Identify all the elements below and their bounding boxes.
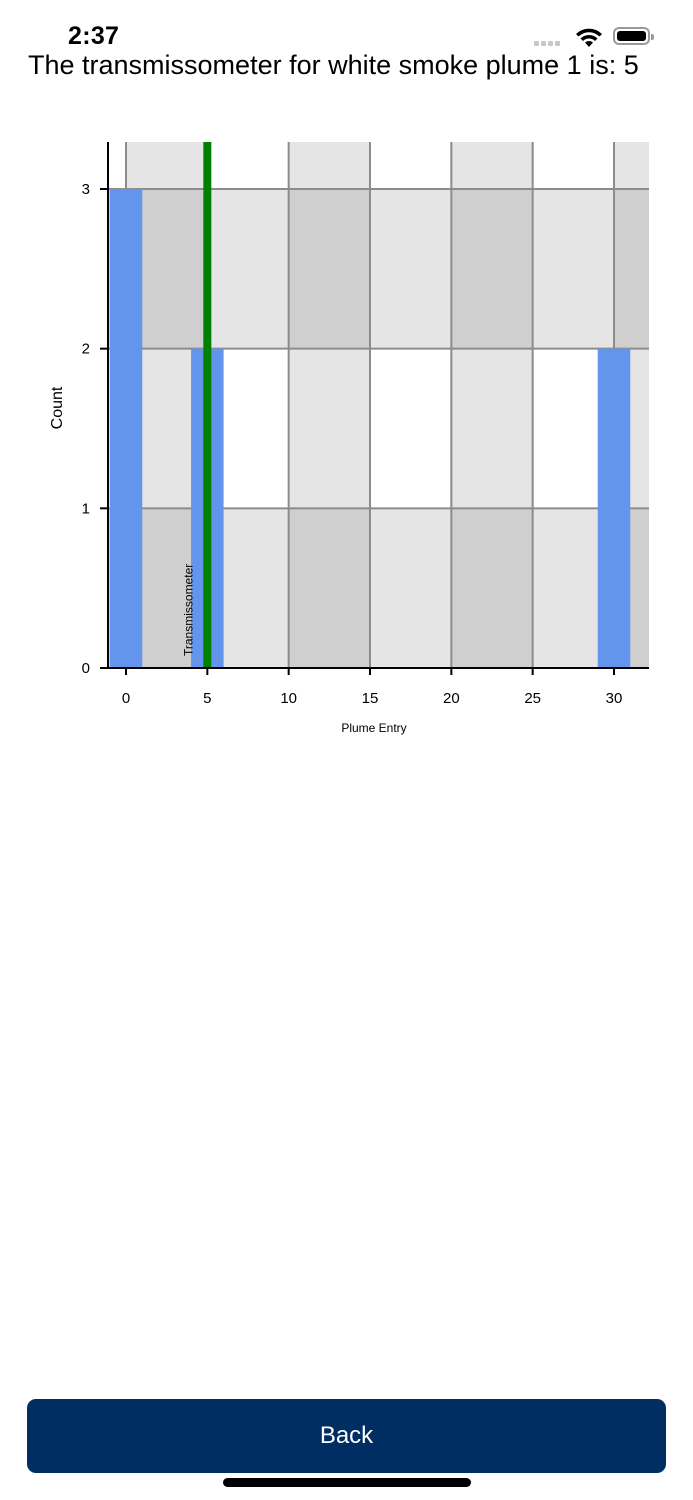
y-axis-label: Count [49,386,66,429]
grid-cell [451,508,533,668]
transmissometer-line [203,142,212,668]
grid-cell [207,142,289,189]
histogram-chart: Transmissometer 0 5 10 15 20 25 30 0 1 2 3 Plume Ent… [49,142,649,735]
page-title: The transmissometer for white smoke plum… [28,50,639,80]
x-tick-label: 5 [203,690,211,707]
home-indicator [223,1478,471,1487]
x-tick-label: 25 [524,690,541,707]
grid-cell [288,142,370,189]
y-tick-label: 2 [82,341,90,358]
y-tick-label: 0 [82,660,90,677]
wifi-icon [576,28,602,47]
grid-cell [288,508,370,668]
histogram-bar [597,348,631,668]
grid-cell [370,189,452,349]
chart-canvas: Transmissometer 0 5 10 15 20 25 30 0 1 2 3 Plume Ent… [49,142,649,735]
battery-icon [613,27,654,45]
grid-cell [288,189,370,349]
grid-cell [614,142,649,189]
grid-cell [451,142,533,189]
x-tick-label: 30 [606,690,623,707]
back-button[interactable]: Back [27,1399,666,1473]
grid-cell [614,189,649,349]
y-tick-label: 3 [82,181,90,198]
x-tick-label: 0 [122,690,130,707]
x-tick-label: 20 [443,690,460,707]
y-tick-label: 1 [82,500,90,517]
x-tick-label: 15 [362,690,379,707]
x-tick-label: 10 [280,690,297,707]
grid-cell [370,142,452,189]
grid-cell [532,142,614,189]
grid-cell [370,508,452,668]
status-time: 2:37 [68,22,120,50]
grid-cell [207,189,289,349]
histogram-bar [109,189,143,668]
x-axis-label: Plume Entry [341,721,406,735]
grid-cell [126,142,208,189]
grid-cell [451,348,533,509]
grid-cell [288,348,370,509]
grid-cell [451,189,533,349]
status-bar: 2:37 [0,0,693,50]
grid-cell [108,142,126,189]
transmissometer-label: Transmissometer [181,564,195,656]
signal-dots-icon [534,41,560,46]
grid-cell [370,348,452,509]
grid-cell [532,189,614,349]
